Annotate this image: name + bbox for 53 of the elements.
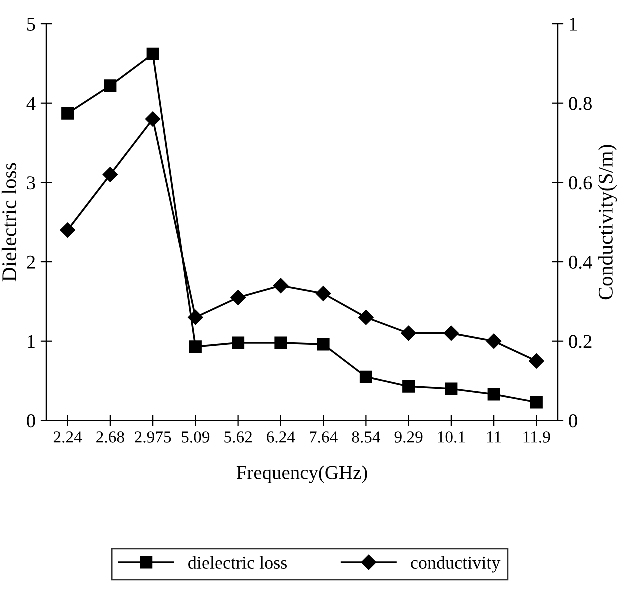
point [230, 290, 246, 306]
point [60, 222, 76, 238]
y2-tick-label: 0.4 [569, 256, 592, 270]
point [529, 354, 544, 369]
y-tick-label: 3 [27, 176, 36, 190]
point [360, 370, 372, 384]
y-axis-title: Dielectric loss [2, 163, 17, 282]
x-tick-label: 6.24 [267, 432, 296, 443]
point [232, 336, 245, 350]
point [188, 310, 204, 326]
y2-tick-label: 0.2 [569, 335, 592, 348]
x-tick-label: 11.9 [524, 432, 550, 443]
point [486, 334, 502, 349]
point [62, 107, 74, 120]
point [104, 80, 117, 92]
legend-label: dielectric loss [188, 556, 288, 570]
y2-tick-label: 0.8 [569, 97, 592, 110]
point [401, 326, 416, 342]
x-tick-label: 9.29 [394, 432, 423, 443]
x-axis-title: Frequency(GHz) [236, 466, 368, 484]
x-tick-label: 2.68 [96, 432, 124, 443]
x-tick-label: 10.1 [438, 432, 466, 443]
point [274, 336, 288, 350]
x-tick-label: 2.975 [135, 432, 172, 443]
x-tick-label: 11 [488, 432, 502, 443]
point [102, 167, 118, 182]
y-tick-label: 1 [28, 335, 35, 348]
point [316, 286, 332, 302]
point [358, 310, 374, 326]
point [145, 112, 161, 127]
point [189, 340, 202, 354]
point [273, 278, 289, 294]
y-tick-label: 2 [27, 256, 36, 269]
x-tick-label: 7.64 [310, 432, 338, 443]
legend-label: conductivity [411, 556, 501, 573]
y2-tick-label: 0 [569, 414, 578, 428]
point [444, 326, 460, 342]
y2-axis-title: Conductivity(S/m) [598, 145, 618, 300]
x-tick-label: 5.62 [224, 432, 252, 443]
x-tick-label: 2.24 [54, 432, 82, 443]
point [488, 388, 500, 401]
point [530, 396, 543, 409]
x-tick-label: 5.09 [182, 432, 210, 443]
point [402, 380, 416, 393]
y-tick-label: 0 [27, 414, 36, 428]
x-tick-label: 8.54 [352, 432, 381, 443]
y-tick-label: 5 [27, 18, 36, 31]
y2-tick-label: 1 [570, 18, 577, 31]
y2-tick-label: 0.6 [569, 176, 592, 190]
y-tick-label: 4 [26, 97, 36, 110]
point [445, 382, 458, 396]
point [146, 48, 160, 60]
point [317, 338, 330, 351]
